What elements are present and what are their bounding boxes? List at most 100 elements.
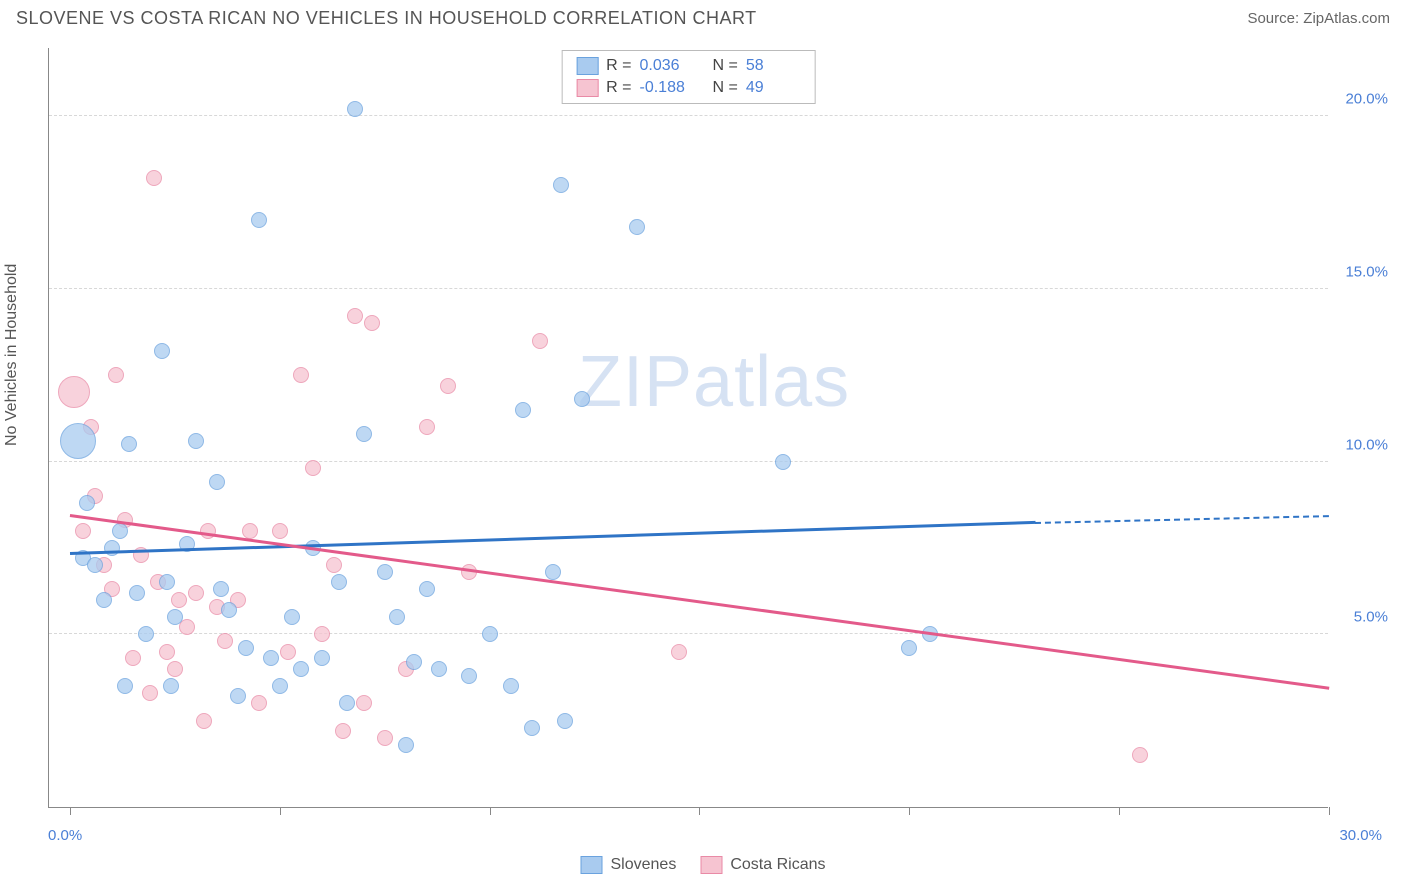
scatter-point-slovenes [901, 640, 917, 656]
scatter-point-slovenes [377, 564, 393, 580]
legend-swatch-slovenes [581, 856, 603, 874]
scatter-point-costaricans [108, 367, 124, 383]
scatter-point-costaricans [293, 367, 309, 383]
scatter-point-costaricans [377, 730, 393, 746]
scatter-point-slovenes [230, 688, 246, 704]
scatter-point-slovenes [419, 581, 435, 597]
scatter-point-costaricans [242, 523, 258, 539]
scatter-point-slovenes [121, 436, 137, 452]
legend-r-label: R = [606, 79, 631, 97]
scatter-point-costaricans [419, 419, 435, 435]
scatter-point-slovenes [515, 402, 531, 418]
scatter-point-slovenes [251, 212, 267, 228]
scatter-point-costaricans [364, 315, 380, 331]
scatter-point-costaricans [167, 661, 183, 677]
scatter-point-costaricans [356, 695, 372, 711]
x-tick [1119, 807, 1120, 815]
legend-n-label: N = [713, 79, 738, 97]
y-axis-label: No Vehicles in Household [3, 264, 21, 446]
scatter-point-slovenes [284, 609, 300, 625]
y-tick-label: 15.0% [1345, 263, 1388, 280]
scatter-point-costaricans [440, 378, 456, 394]
gridline [49, 461, 1328, 462]
scatter-point-slovenes [461, 668, 477, 684]
scatter-point-costaricans [532, 333, 548, 349]
chart-plot-area: ZIPatlas R = 0.036 N = 58 R = -0.188 N =… [48, 48, 1328, 808]
scatter-point-costaricans [146, 170, 162, 186]
scatter-point-slovenes [272, 678, 288, 694]
scatter-point-costaricans [314, 626, 330, 642]
scatter-point-costaricans [671, 644, 687, 660]
scatter-point-slovenes [406, 654, 422, 670]
scatter-point-costaricans [272, 523, 288, 539]
legend-r-value-costaricans: -0.188 [640, 79, 695, 97]
scatter-point-costaricans [188, 585, 204, 601]
gridline [49, 288, 1328, 289]
scatter-point-costaricans [75, 523, 91, 539]
scatter-point-slovenes [209, 474, 225, 490]
scatter-point-costaricans [125, 650, 141, 666]
legend-row-slovenes: R = 0.036 N = 58 [576, 55, 801, 77]
scatter-point-slovenes [60, 423, 96, 459]
x-tick [280, 807, 281, 815]
scatter-point-slovenes [482, 626, 498, 642]
x-axis-min-label: 0.0% [48, 827, 82, 844]
scatter-point-costaricans [196, 713, 212, 729]
scatter-point-slovenes [87, 557, 103, 573]
gridline [49, 633, 1328, 634]
y-tick-label: 20.0% [1345, 91, 1388, 108]
watermark: ZIPatlas [578, 341, 850, 423]
watermark-prefix: ZIP [578, 342, 693, 422]
scatter-point-costaricans [280, 644, 296, 660]
scatter-point-costaricans [58, 376, 90, 408]
x-tick [1329, 807, 1330, 815]
correlation-legend: R = 0.036 N = 58 R = -0.188 N = 49 [561, 50, 816, 104]
scatter-point-slovenes [545, 564, 561, 580]
legend-n-value-slovenes: 58 [746, 57, 801, 75]
scatter-point-costaricans [142, 685, 158, 701]
scatter-point-slovenes [104, 540, 120, 556]
scatter-point-costaricans [159, 644, 175, 660]
scatter-point-slovenes [314, 650, 330, 666]
legend-item-costaricans: Costa Ricans [700, 856, 825, 874]
x-axis-max-label: 30.0% [1339, 827, 1382, 844]
scatter-point-slovenes [79, 495, 95, 511]
scatter-point-slovenes [339, 695, 355, 711]
y-tick-label: 5.0% [1354, 609, 1388, 626]
scatter-point-slovenes [188, 433, 204, 449]
chart-header: SLOVENE VS COSTA RICAN NO VEHICLES IN HO… [0, 0, 1406, 33]
scatter-point-slovenes [574, 391, 590, 407]
watermark-suffix: atlas [693, 342, 850, 422]
legend-n-label: N = [713, 57, 738, 75]
scatter-point-costaricans [251, 695, 267, 711]
scatter-point-costaricans [347, 308, 363, 324]
scatter-point-costaricans [1132, 747, 1148, 763]
scatter-point-slovenes [221, 602, 237, 618]
legend-r-label: R = [606, 57, 631, 75]
scatter-point-slovenes [163, 678, 179, 694]
scatter-point-slovenes [213, 581, 229, 597]
scatter-point-costaricans [335, 723, 351, 739]
legend-label-slovenes: Slovenes [611, 856, 677, 874]
scatter-point-slovenes [398, 737, 414, 753]
scatter-point-costaricans [171, 592, 187, 608]
legend-swatch-costaricans [576, 79, 598, 97]
scatter-point-slovenes [154, 343, 170, 359]
scatter-point-slovenes [331, 574, 347, 590]
scatter-point-slovenes [96, 592, 112, 608]
scatter-point-slovenes [117, 678, 133, 694]
scatter-point-slovenes [557, 713, 573, 729]
legend-item-slovenes: Slovenes [581, 856, 677, 874]
scatter-point-slovenes [263, 650, 279, 666]
scatter-point-slovenes [431, 661, 447, 677]
legend-swatch-slovenes [576, 57, 598, 75]
scatter-point-slovenes [629, 219, 645, 235]
scatter-point-slovenes [503, 678, 519, 694]
x-tick [70, 807, 71, 815]
chart-title: SLOVENE VS COSTA RICAN NO VEHICLES IN HO… [16, 8, 757, 29]
scatter-point-costaricans [179, 619, 195, 635]
legend-n-value-costaricans: 49 [746, 79, 801, 97]
scatter-point-slovenes [347, 101, 363, 117]
scatter-point-slovenes [167, 609, 183, 625]
x-tick [909, 807, 910, 815]
